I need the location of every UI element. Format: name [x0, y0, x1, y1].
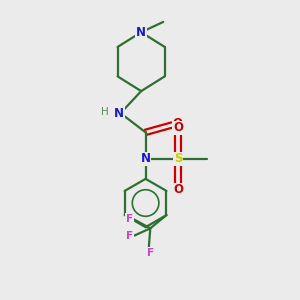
Text: O: O	[173, 183, 183, 196]
Text: N: N	[136, 26, 146, 39]
Text: O: O	[173, 122, 183, 134]
Text: H: H	[101, 107, 109, 117]
Text: O: O	[172, 117, 182, 130]
Text: F: F	[126, 231, 133, 241]
Text: N: N	[114, 107, 124, 120]
Text: N: N	[141, 152, 151, 165]
Text: S: S	[174, 152, 182, 165]
Text: F: F	[126, 214, 133, 224]
Text: F: F	[147, 248, 154, 258]
